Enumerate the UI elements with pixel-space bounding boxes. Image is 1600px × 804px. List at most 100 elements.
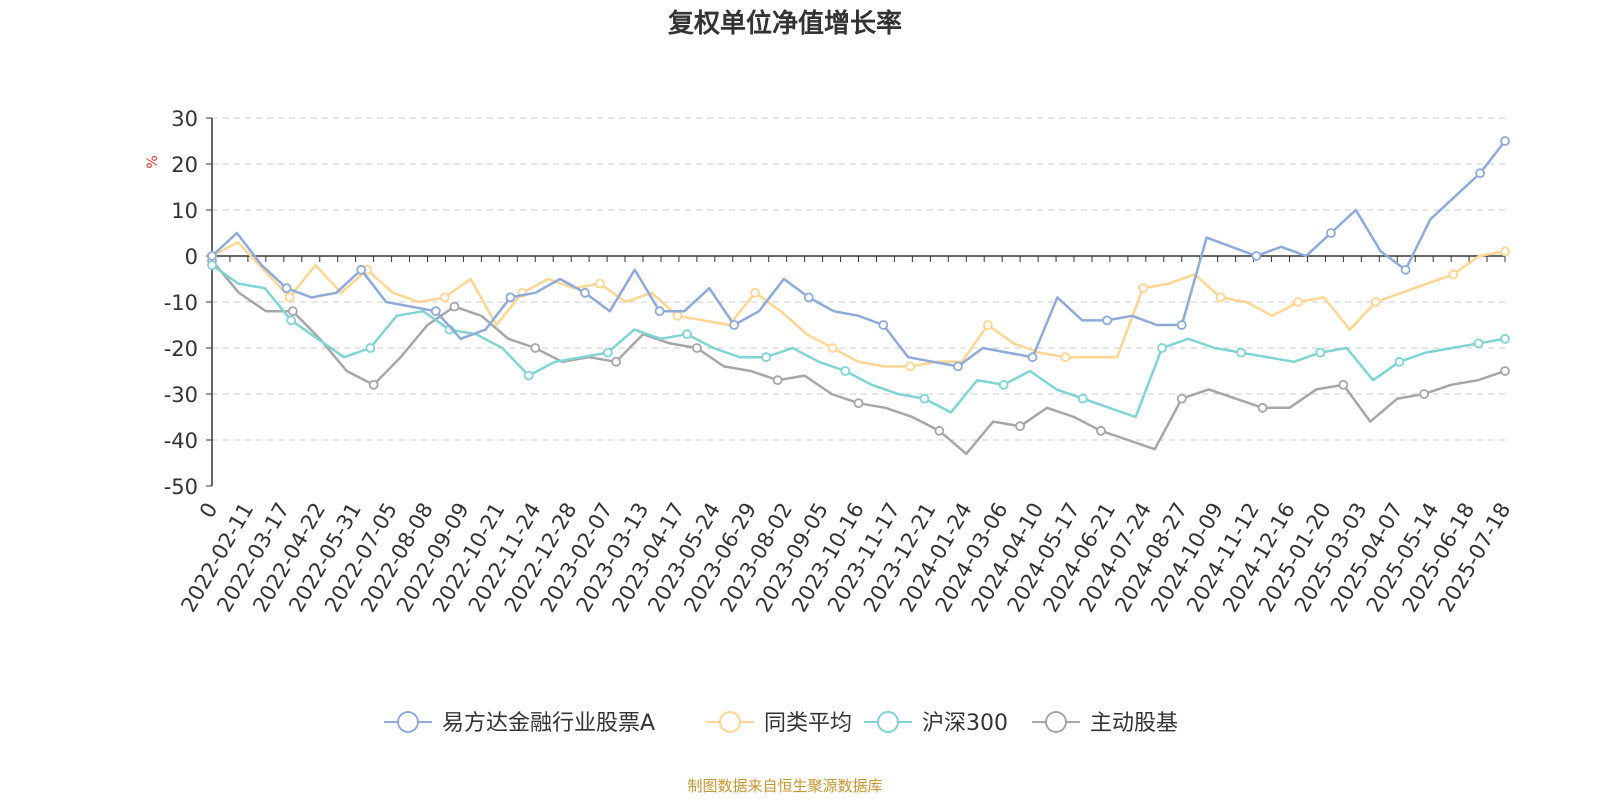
- data-point: [654, 306, 665, 317]
- data-point: [1473, 338, 1484, 349]
- data-point: [1394, 356, 1405, 367]
- series-line: [211, 240, 1506, 368]
- legend-item: 同类平均: [706, 711, 852, 736]
- y-tick-label: -40: [164, 429, 198, 453]
- source-note: 制图数据来自恒生聚源数据库: [687, 777, 882, 795]
- data-point: [1251, 251, 1262, 261]
- data-point: [595, 278, 605, 289]
- data-point: [1015, 421, 1026, 432]
- data-point: [287, 306, 298, 317]
- data-point: [505, 292, 516, 303]
- series-2: [207, 260, 1510, 419]
- legend-label: 主动股基: [1090, 711, 1178, 736]
- legend-label: 沪深300: [922, 711, 1008, 736]
- data-point: [1293, 297, 1304, 307]
- data-point: [803, 292, 814, 303]
- legend-item: 主动股基: [1032, 711, 1178, 736]
- data-point: [286, 315, 297, 326]
- data-point: [1027, 352, 1038, 363]
- legend-item: 易方达金融行业股票A: [384, 711, 655, 736]
- data-point: [682, 329, 692, 340]
- legend-label: 同类平均: [764, 711, 852, 736]
- legend: 易方达金融行业股票A 同类平均 沪深300 主动股基: [384, 711, 1178, 736]
- y-tick-label: -50: [164, 475, 198, 499]
- data-point: [750, 287, 760, 298]
- legend-marker: [1045, 711, 1067, 733]
- data-point: [1500, 333, 1510, 344]
- data-point: [1500, 366, 1510, 376]
- data-point: [1475, 168, 1486, 179]
- data-point: [1077, 393, 1088, 404]
- data-point: [691, 343, 702, 353]
- y-tick-label: -10: [164, 291, 198, 315]
- data-point: [449, 301, 460, 312]
- data-point: [1257, 402, 1268, 413]
- data-point: [934, 425, 945, 436]
- data-point: [1102, 315, 1113, 326]
- data-point: [729, 320, 740, 330]
- legend-marker: [719, 711, 741, 733]
- legend-marker: [877, 711, 899, 733]
- axes: 3020100-10-20-30-40-5002022-02-112022-03…: [164, 107, 1516, 616]
- data-point: [998, 379, 1009, 390]
- data-point: [602, 347, 613, 358]
- y-tick-label: 10: [171, 199, 198, 223]
- legend-label: 易方达金融行业股票A: [442, 711, 655, 736]
- data-point: [1500, 136, 1510, 146]
- data-point: [1326, 228, 1336, 238]
- data-point: [1215, 292, 1226, 303]
- series-line: [211, 140, 1506, 368]
- data-point: [611, 356, 621, 367]
- data-point: [953, 361, 963, 372]
- data-point: [772, 375, 783, 386]
- data-point: [919, 393, 930, 404]
- x-tick-label: 0: [195, 499, 222, 523]
- data-point: [1236, 347, 1247, 358]
- data-point: [523, 370, 534, 381]
- data-point: [368, 379, 379, 390]
- data-point: [1060, 352, 1071, 363]
- series-line: [211, 264, 1506, 419]
- data-point: [827, 343, 838, 353]
- series-0: [207, 136, 1510, 372]
- legend-item: 沪深300: [864, 711, 1008, 736]
- series-3: [207, 255, 1510, 456]
- data-point: [439, 292, 450, 303]
- y-tick-label: 30: [171, 107, 198, 131]
- data-point: [1176, 393, 1187, 404]
- y-tick-label: -30: [164, 383, 198, 407]
- data-point: [1419, 389, 1430, 399]
- data-point: [207, 260, 217, 271]
- data-point: [1138, 283, 1148, 294]
- data-point: [1315, 347, 1326, 358]
- data-point: [1400, 264, 1411, 275]
- data-point: [430, 306, 441, 317]
- data-point: [284, 292, 295, 303]
- data-point: [365, 343, 376, 353]
- data-point: [1157, 343, 1167, 353]
- y-tick-label: 20: [171, 153, 198, 177]
- data-point: [982, 320, 993, 330]
- data-point: [356, 264, 367, 275]
- series-line: [211, 259, 1506, 456]
- data-point: [672, 310, 683, 321]
- y-axis-unit-label: %: [145, 155, 161, 168]
- data-point: [1176, 320, 1187, 330]
- data-point: [1338, 379, 1349, 390]
- data-point: [281, 283, 292, 294]
- data-point: [580, 287, 590, 298]
- data-point: [1448, 269, 1459, 280]
- data-point: [840, 366, 851, 376]
- series-1: [207, 240, 1510, 372]
- data-point: [1096, 425, 1106, 436]
- data-point: [530, 343, 541, 353]
- data-point: [761, 352, 772, 363]
- data-point: [1500, 246, 1510, 257]
- data-point: [878, 320, 889, 330]
- data-point: [853, 398, 864, 409]
- data-point: [207, 251, 217, 261]
- data-point: [1370, 297, 1381, 307]
- data-point: [905, 361, 916, 372]
